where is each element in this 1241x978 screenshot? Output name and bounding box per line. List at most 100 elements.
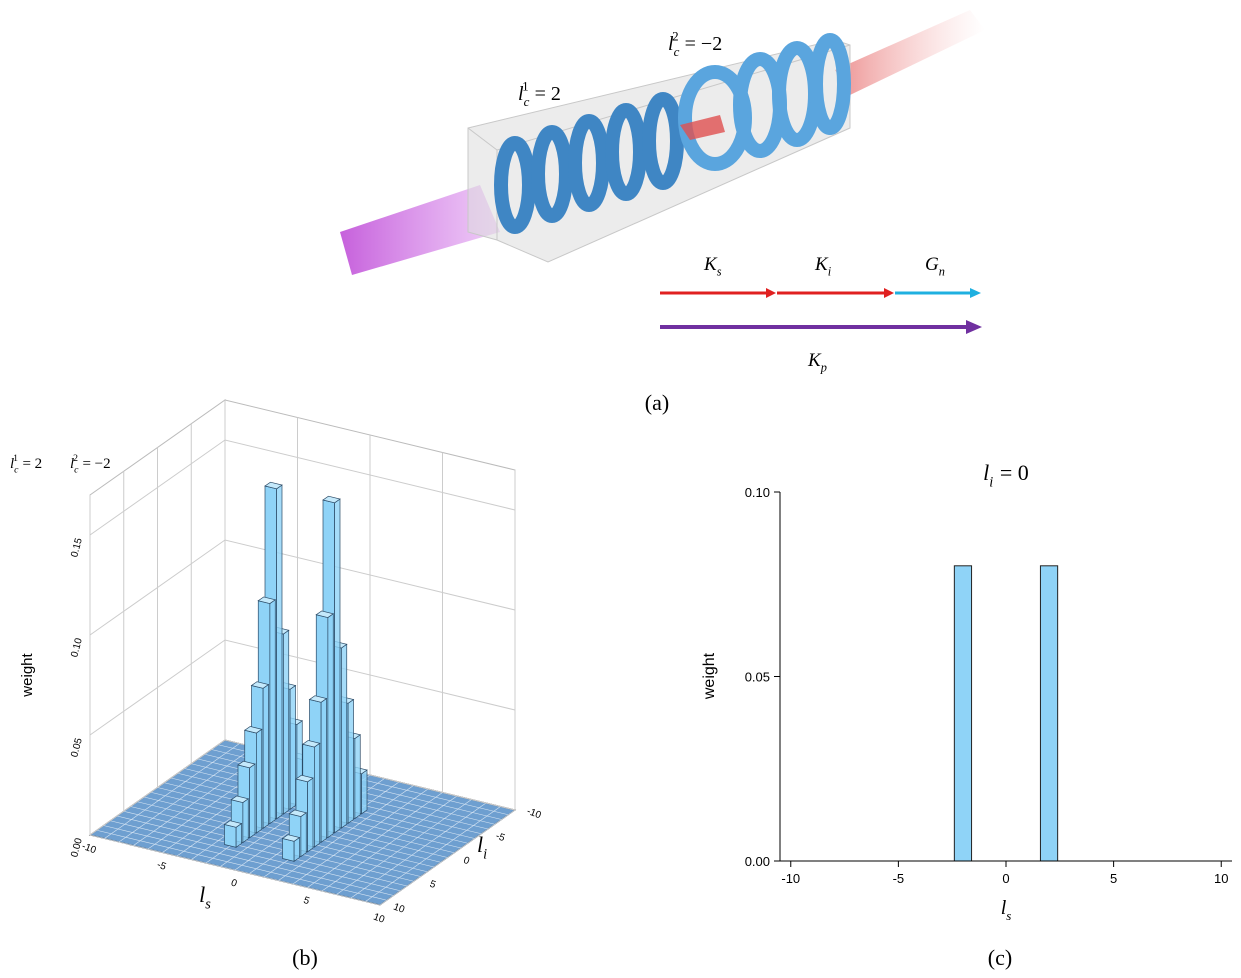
z-tick-label: 0.10	[69, 637, 85, 659]
math-label: lc2 = −2	[668, 28, 722, 59]
bar-top	[237, 760, 256, 769]
superscript: 2	[672, 28, 679, 43]
helix-right	[678, 33, 851, 171]
output-beam	[835, 10, 985, 95]
symbol: l	[983, 460, 989, 485]
subscript: s	[205, 897, 211, 913]
floor-grid	[137, 801, 428, 873]
beam-core	[680, 115, 725, 140]
superscript: 1	[522, 78, 529, 93]
bar-top	[264, 481, 283, 490]
bar-side	[341, 643, 348, 829]
bar-side	[242, 798, 249, 844]
equation: = 0	[1000, 460, 1029, 485]
x-tick-label: 5	[1110, 871, 1117, 886]
subscript: c	[524, 94, 530, 109]
axis-title: weight	[19, 652, 36, 697]
symbol: K	[814, 254, 829, 275]
y-tick-label: 0	[462, 855, 471, 867]
pump-beam	[340, 185, 500, 275]
y-tick-label: -5	[494, 831, 507, 845]
bar-side	[327, 613, 334, 839]
x-tick-label: 10	[372, 912, 387, 926]
bar-top	[250, 681, 270, 689]
caption: (b)	[292, 945, 318, 970]
floor-grid	[96, 829, 387, 901]
y-tick-label: 5	[428, 879, 437, 891]
bar-side	[307, 777, 314, 853]
superscript: 2	[73, 453, 78, 464]
bar-side	[269, 599, 276, 825]
math-label: ls	[1001, 897, 1012, 923]
vectors	[660, 288, 982, 334]
subscript: c	[674, 44, 680, 59]
arrow-head	[966, 320, 982, 334]
bar-top	[223, 820, 243, 828]
x-tick-label: 10	[1214, 871, 1228, 886]
bar-front	[224, 824, 237, 848]
bar-side	[300, 812, 307, 858]
bar-side	[314, 742, 321, 848]
arrow-head	[884, 288, 894, 298]
bar-side	[347, 698, 354, 824]
bar-top	[308, 695, 328, 703]
x-tick-label: 0	[229, 878, 238, 890]
y-tick-label: 0.10	[745, 485, 770, 500]
symbol: l	[70, 456, 74, 472]
bar-top	[281, 834, 301, 842]
symbol: l	[518, 83, 524, 105]
arrow-head	[970, 288, 981, 298]
math-label: lc1 = 2	[10, 453, 42, 476]
floor-grid	[89, 834, 381, 906]
superscript: 1	[13, 453, 18, 464]
bar	[1039, 565, 1059, 862]
caption: (a)	[645, 390, 669, 415]
y-tick-label: 10	[392, 902, 407, 916]
subscript: i	[989, 475, 993, 491]
x-tick-label: -5	[155, 859, 168, 873]
helix-turn	[568, 114, 610, 212]
x-tick-label: 5	[302, 895, 311, 907]
subscript: i	[483, 847, 487, 863]
math-label: Ks	[703, 254, 722, 279]
subscript: n	[939, 265, 945, 279]
arrow-head	[766, 288, 776, 298]
bar-top	[243, 726, 263, 734]
bar-top	[315, 610, 335, 618]
bar-side	[249, 763, 256, 839]
helix-left	[494, 92, 684, 234]
bar-front	[282, 838, 295, 862]
symbol: G	[925, 254, 939, 275]
symbol: l	[199, 882, 205, 907]
floor-grid	[110, 820, 401, 892]
subscript: i	[828, 265, 832, 279]
bar-side	[276, 484, 283, 820]
math-label: lc2 = −2	[70, 453, 111, 476]
x-tick-label: -10	[80, 841, 98, 856]
bar-top	[301, 740, 321, 748]
math-label: Gn	[925, 254, 945, 279]
subscript: c	[14, 465, 19, 476]
z-tick-label: 0.00	[69, 837, 85, 859]
box-edge	[467, 127, 498, 151]
bar-top	[322, 495, 341, 504]
equation: = 2	[22, 456, 42, 472]
helix-turn	[809, 33, 851, 135]
bar-side	[320, 697, 327, 843]
symbol: l	[668, 33, 674, 55]
bar-side	[334, 498, 341, 834]
floor-grid	[130, 806, 421, 877]
symbol: l	[10, 456, 14, 472]
bar-side	[361, 769, 368, 815]
y-tick-label: 0.05	[745, 670, 770, 685]
equation: = −2	[685, 33, 723, 55]
bar-top	[295, 774, 314, 783]
subscript: s	[717, 265, 722, 279]
math-label: lc1 = 2	[518, 78, 561, 109]
math-label: Ki	[814, 254, 832, 279]
bar-side	[283, 629, 290, 815]
y-tick-label: 0.00	[745, 854, 770, 869]
helix-turn	[642, 92, 684, 190]
